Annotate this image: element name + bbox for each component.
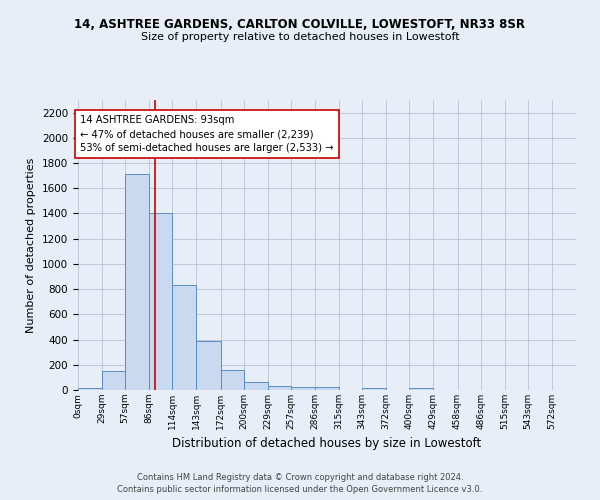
Bar bbox=[125, 174, 149, 390]
Bar bbox=[196, 342, 221, 390]
Text: Size of property relative to detached houses in Lowestoft: Size of property relative to detached ho… bbox=[140, 32, 460, 42]
Text: 14 ASHTREE GARDENS: 93sqm
← 47% of detached houses are smaller (2,239)
53% of se: 14 ASHTREE GARDENS: 93sqm ← 47% of detac… bbox=[80, 115, 334, 153]
Text: Contains HM Land Registry data © Crown copyright and database right 2024.: Contains HM Land Registry data © Crown c… bbox=[137, 472, 463, 482]
Bar bbox=[291, 387, 315, 390]
Bar bbox=[409, 388, 433, 390]
Bar bbox=[102, 371, 125, 390]
Y-axis label: Number of detached properties: Number of detached properties bbox=[26, 158, 37, 332]
Bar bbox=[268, 386, 291, 390]
Bar bbox=[244, 382, 268, 390]
Text: Contains public sector information licensed under the Open Government Licence v3: Contains public sector information licen… bbox=[118, 485, 482, 494]
Bar bbox=[221, 370, 244, 390]
Bar bbox=[78, 388, 102, 390]
Bar bbox=[149, 214, 172, 390]
Text: 14, ASHTREE GARDENS, CARLTON COLVILLE, LOWESTOFT, NR33 8SR: 14, ASHTREE GARDENS, CARLTON COLVILLE, L… bbox=[74, 18, 526, 30]
Bar bbox=[315, 387, 339, 390]
X-axis label: Distribution of detached houses by size in Lowestoft: Distribution of detached houses by size … bbox=[172, 438, 482, 450]
Bar bbox=[172, 286, 196, 390]
Bar bbox=[362, 388, 386, 390]
